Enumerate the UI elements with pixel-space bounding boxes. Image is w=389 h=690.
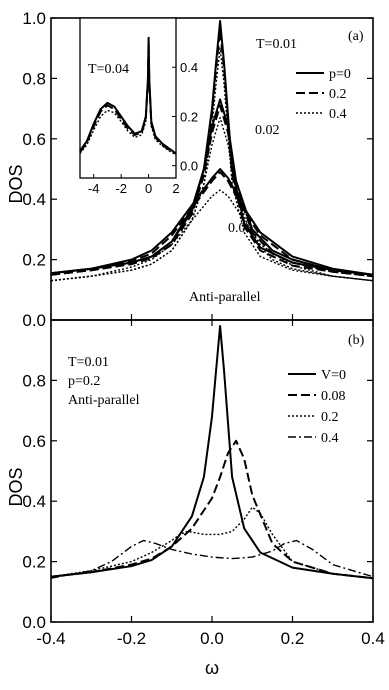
inset-background bbox=[79, 17, 177, 179]
panel-b: 0.0 0.2 0.4 0.6 0.8 -0.4 -0.2 0.0 0.2 0.4 (b) DO… bbox=[6, 319, 385, 678]
inset-y-tick-label: 0.4 bbox=[180, 60, 198, 75]
series-a-001-2 bbox=[50, 47, 374, 282]
y-tick-label: 0.2 bbox=[22, 251, 46, 270]
panel-b-x-ticks: -0.4 -0.2 0.0 0.2 0.4 bbox=[36, 320, 385, 648]
y-tick-label: 0.0 bbox=[22, 613, 46, 632]
annotation-anti-parallel-a: Anti-parallel bbox=[189, 290, 261, 305]
legend-b-label-v04: 0.4 bbox=[321, 431, 339, 446]
panel-b-curves bbox=[50, 325, 374, 580]
series-a-004-2 bbox=[50, 189, 374, 282]
panel-a-label: (a) bbox=[348, 29, 364, 44]
panel-a-y-ticks: 0.0 0.2 0.4 0.6 0.8 1.0 bbox=[22, 9, 374, 330]
y-tick-label: 0.8 bbox=[22, 69, 46, 88]
legend-a-label-p02: 0.2 bbox=[329, 87, 347, 102]
y-tick-label: 0.2 bbox=[22, 553, 46, 572]
x-tick-label: -0.2 bbox=[117, 629, 146, 648]
x-tick-label: -0.4 bbox=[36, 629, 65, 648]
inset-curves bbox=[79, 36, 177, 156]
y-tick-label: 0.4 bbox=[22, 190, 46, 209]
inset: -4 -2 0 20.0 0.2 0.4 T=0.04 bbox=[79, 17, 198, 196]
annotation-temp-001: T=0.01 bbox=[256, 37, 297, 52]
series-a-002-1 bbox=[50, 104, 374, 278]
inset-y-tick-label: 0.2 bbox=[180, 109, 198, 124]
y-tick-label: 0.8 bbox=[22, 371, 46, 390]
x-tick-label: 0.0 bbox=[200, 629, 224, 648]
annotation-temp-004: 0.04 bbox=[228, 221, 253, 236]
panel-b-ylabel: DOS bbox=[6, 467, 26, 506]
legend-a-label-p04: 0.4 bbox=[329, 107, 347, 122]
inset-ticks: -4 -2 0 20.0 0.2 0.4 bbox=[88, 60, 198, 196]
panel-b-label: (b) bbox=[348, 333, 365, 348]
panel-a-ylabel: DOS bbox=[6, 164, 26, 203]
legend-b-label-v008: 0.08 bbox=[321, 389, 346, 404]
panel-a-curves bbox=[50, 20, 374, 282]
series-a-004-1 bbox=[50, 171, 374, 278]
inset-x-tick-label: -2 bbox=[115, 181, 127, 196]
series-a-004-0 bbox=[50, 168, 374, 276]
panel-b-xlabel: ω bbox=[205, 658, 219, 678]
y-tick-label: 0.6 bbox=[22, 130, 46, 149]
annotation-temp-002: 0.02 bbox=[255, 123, 280, 138]
legend-b-label-v0: V=0 bbox=[321, 368, 346, 383]
inset-x-tick-label: -4 bbox=[88, 181, 100, 196]
series-b-0 bbox=[50, 325, 374, 580]
inset-x-tick-label: 2 bbox=[172, 181, 179, 196]
panel-b-y-ticks: 0.0 0.2 0.4 0.6 0.8 bbox=[22, 371, 373, 632]
series-b-3 bbox=[50, 539, 374, 579]
inset-x-tick-label: 0 bbox=[145, 181, 152, 196]
panel-a-legend: p=0 0.2 0.4 bbox=[296, 67, 351, 122]
annotation-anti-parallel-b: Anti-parallel bbox=[68, 393, 140, 408]
y-tick-label: 0.4 bbox=[22, 492, 46, 511]
annotation-temp-b: T=0.01 bbox=[68, 355, 109, 370]
inset-annotation: T=0.04 bbox=[88, 62, 129, 77]
series-a-002-0 bbox=[50, 98, 374, 276]
y-tick-label: 1.0 bbox=[22, 9, 46, 28]
y-tick-label: 0.6 bbox=[22, 432, 46, 451]
series-b-2 bbox=[50, 506, 374, 579]
x-tick-label: 0.4 bbox=[361, 629, 385, 648]
legend-a-label-p0: p=0 bbox=[329, 67, 351, 82]
x-tick-label: 0.2 bbox=[281, 629, 305, 648]
panel-a: 0.00.20.40.60.81.0 (a) DOS T=0.01 0.02 0… bbox=[6, 9, 374, 330]
inset-y-tick-label: 0.0 bbox=[180, 159, 198, 174]
y-tick-label: 0.0 bbox=[22, 311, 46, 330]
panel-b-legend: V=0 0.08 0.2 0.4 bbox=[288, 368, 346, 446]
series-b-1 bbox=[50, 439, 374, 580]
legend-b-label-v02: 0.2 bbox=[321, 410, 339, 425]
annotation-pol-b: p=0.2 bbox=[68, 374, 100, 389]
